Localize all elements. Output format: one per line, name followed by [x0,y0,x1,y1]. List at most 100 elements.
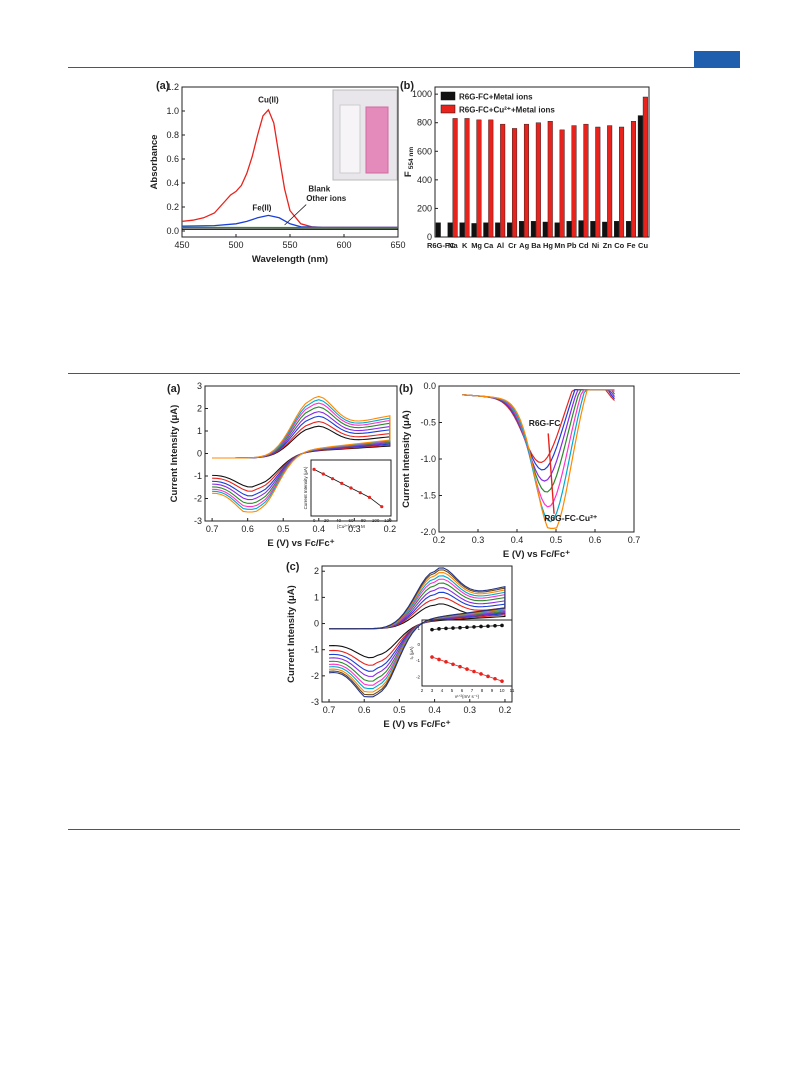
inset-point [444,660,448,664]
inset-point [493,676,497,681]
panel-label: (c) [286,561,300,573]
inset-frame [421,619,513,687]
category-label: Fe [627,241,636,250]
x-tick-label: 0.2 [499,705,512,715]
y-axis-title: F554 nm [403,147,415,177]
y-tick-label: -2 [194,494,202,504]
inset-tick: 20 [324,518,330,523]
inset-tick: 120 [384,518,392,523]
inset-tick: 60 [348,518,354,523]
category-label: K [462,241,468,250]
inset-point [437,657,441,662]
legend-swatch [440,104,456,114]
inset-tick: 80 [361,518,367,523]
bar [459,222,465,238]
category-label: Cr [508,241,516,250]
inset-tick: 0 [417,642,420,647]
bar [578,220,584,238]
x-tick-label: 0.6 [241,524,254,534]
page-tab [694,51,740,67]
x-tick-label: 0.4 [313,524,326,534]
y-tick-label: -3 [194,516,202,526]
inset-point [340,481,344,485]
cuvette-blank [339,104,361,174]
bar [500,123,506,238]
y-tick-label: 0.4 [166,178,179,188]
bar [637,115,643,238]
annotation: Other ions [306,194,347,203]
cv-curve [212,420,391,492]
inset-point [493,623,497,628]
y-tick-label: -1.0 [420,454,436,464]
y-tick-label: -1 [194,471,202,481]
inset-point [430,627,434,632]
inset-tick: 40 [336,518,342,523]
inset-point [465,625,469,630]
y-tick-label: 1.0 [166,106,179,116]
x-axis-title: E (V) vs Fc/Fc⁺ [503,549,570,560]
y-tick-label: 600 [417,146,432,156]
bottom-rule [68,829,740,830]
inset-point [367,495,372,499]
inset-point [430,655,434,659]
y-tick-label: 0.0 [166,226,179,236]
x-tick-label: 650 [390,240,405,250]
y-tick-label: 0.0 [423,381,436,391]
bar [630,121,636,238]
bar [614,221,620,238]
inset-tick: 4 [441,688,444,693]
inset-tick: 2 [421,688,424,693]
x-tick-label: 500 [228,240,243,250]
inset-tick: 3 [431,688,434,693]
x-axis-title: Wavelength (nm) [252,254,328,265]
x-tick-label: 0.6 [589,535,602,545]
inset-point [330,477,335,481]
y-tick-label: 1.2 [166,82,179,92]
inset-point [465,667,469,671]
category-label: Co [614,241,624,250]
series-line [181,214,398,229]
arrow [547,433,555,514]
inset-point [444,626,448,631]
inset-y-title: Current Intensity (μA) [303,466,308,509]
category-label: Ag [519,241,529,250]
inset-point [358,491,362,495]
x-tick-label: 0.6 [358,705,371,715]
cv-curve [212,395,391,513]
bar [435,222,441,238]
inset-point [321,472,325,476]
category-label: Na [448,241,458,250]
bar [571,125,577,238]
y-tick-label: -2.0 [420,527,436,537]
inset-point [380,505,384,509]
bar [471,223,477,238]
bar [476,119,482,238]
inset-tick: 0 [313,518,316,523]
bar [642,96,648,238]
bar [535,122,541,238]
bar [602,221,608,238]
inset-point [437,627,441,631]
inset-tick: 11 [510,688,515,693]
category-label: Ca [484,241,494,250]
cv-scanrate-chart: (c) 0.7 0.6 0.5 0.4 0.3 0.2 -3 -2 -1 0 1 2 E (V) vs … [286,561,515,730]
y-tick-label: 0 [197,449,202,459]
bar [518,221,524,238]
x-tick-label: 0.3 [348,524,361,534]
x-tick-label: 600 [336,240,351,250]
y-axis-title: Current Intensity (μA) [169,405,180,503]
inset-point [472,625,476,629]
category-label: Ni [592,241,600,250]
cv-concentration-chart: (a) 0.7 0.6 0.5 0.4 0.3 0.2 -3 -2 -1 0 1 2 3 E (V) vs… [167,381,398,549]
y-tick-label: -1 [311,645,319,655]
category-label: Cu [638,241,648,250]
inset-point [479,624,483,629]
inset-tick: 8 [481,688,484,693]
y-tick-label: -1.5 [420,491,436,501]
x-tick-label: 0.4 [511,535,524,545]
inset-point [451,626,455,630]
bar [542,221,548,238]
y-tick-label: -2 [311,671,319,681]
inset-tick: 5 [451,688,454,693]
inset-point [472,669,476,674]
